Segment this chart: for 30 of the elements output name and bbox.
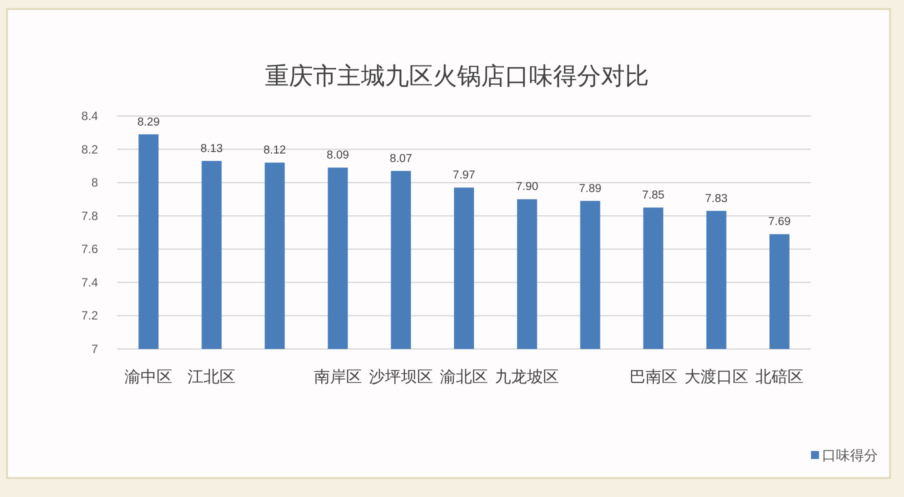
x-tick-label: 大渡口区 xyxy=(684,368,748,386)
y-tick-label: 8.4 xyxy=(81,109,98,123)
data-label: 8.12 xyxy=(264,144,286,157)
chart-title: 重庆市主城九区火锅店口味得分对比 xyxy=(265,63,649,90)
data-label: 8.13 xyxy=(200,142,223,155)
x-tick-label: 北碚区 xyxy=(755,368,804,386)
legend-label: 口味得分 xyxy=(822,447,878,463)
y-tick-label: 7.6 xyxy=(81,242,98,256)
data-label: 7.97 xyxy=(452,170,476,182)
x-tick-label: 江北区 xyxy=(188,368,236,386)
data-label: 7.85 xyxy=(642,190,664,202)
y-tick-label: 7.8 xyxy=(81,208,98,223)
data-label: 7.83 xyxy=(705,192,728,205)
y-tick-label: 7.2 xyxy=(81,308,98,323)
x-tick-label: 渝中区 xyxy=(124,368,173,386)
x-tick-label: 九龙坡区 xyxy=(495,368,560,386)
data-label: 8.07 xyxy=(390,152,412,165)
y-tick-label: 8.2 xyxy=(81,142,98,156)
y-tick-label: 8 xyxy=(91,176,98,190)
x-tick-label: 渝北区 xyxy=(440,368,488,386)
x-tick-label: 巴南区 xyxy=(629,368,678,386)
y-tick-label: 7.4 xyxy=(81,275,98,290)
x-tick-label: 南岸区 xyxy=(314,368,362,386)
data-label: 7.69 xyxy=(768,216,791,228)
data-label: 7.89 xyxy=(578,182,602,195)
data-label: 7.90 xyxy=(516,181,538,194)
data-label: 8.09 xyxy=(326,150,350,162)
x-tick-label: 沙坪坝区 xyxy=(368,368,433,386)
y-tick-label: 7 xyxy=(91,342,98,356)
data-label: 8.29 xyxy=(137,116,160,128)
